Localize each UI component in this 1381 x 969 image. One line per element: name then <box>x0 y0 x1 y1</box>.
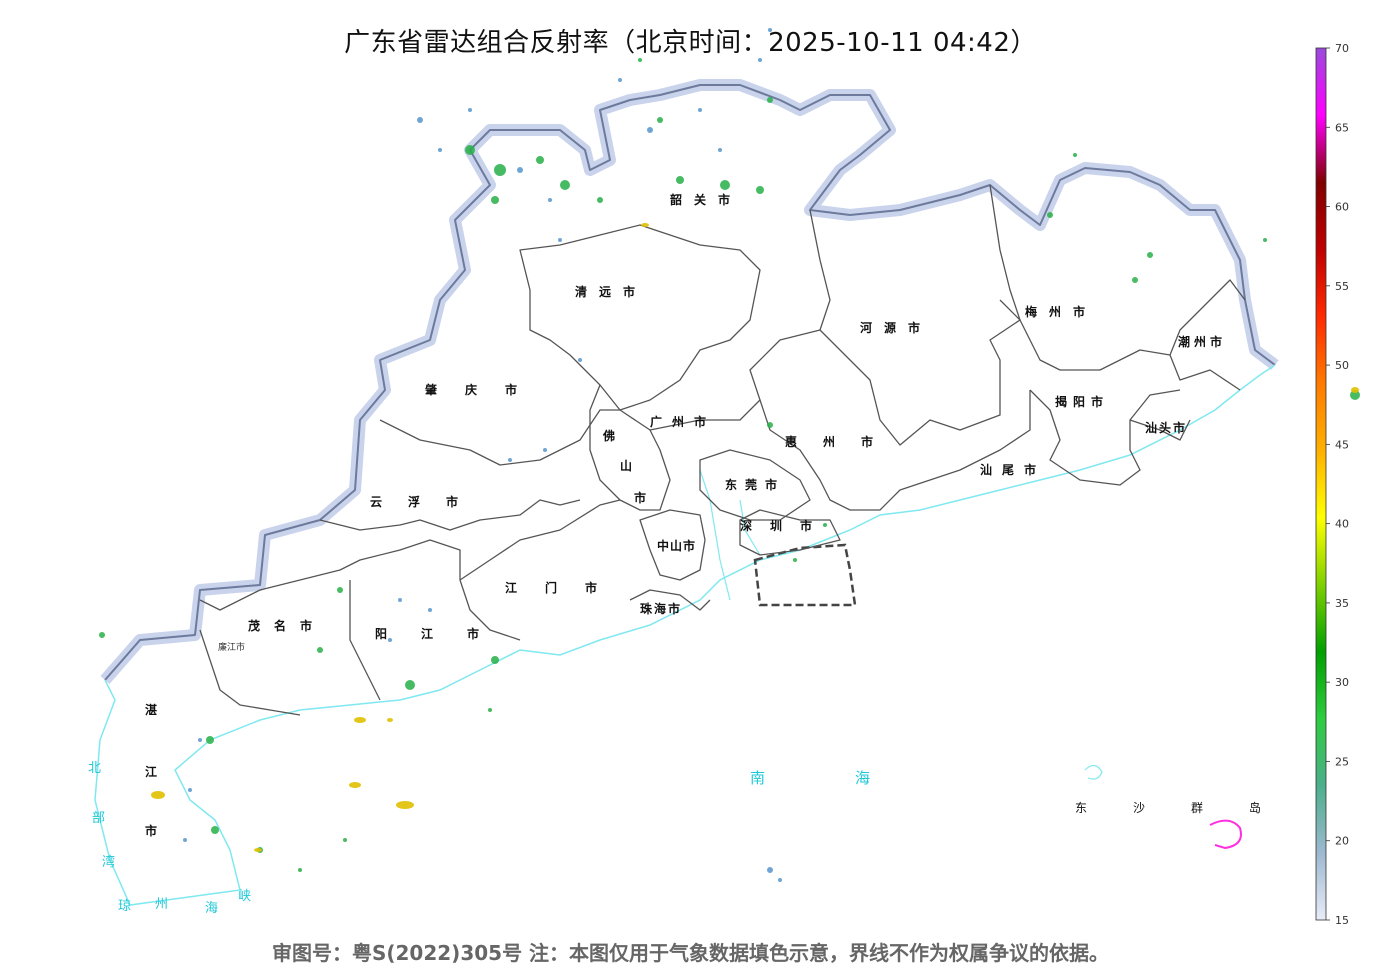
colorbar: 70 65 60 55 50 45 40 35 30 25 20 15 <box>1315 42 1349 927</box>
city-label-chaozhou: 潮州市 <box>1178 334 1226 349</box>
colorbar-tick-label: 35 <box>1335 597 1349 610</box>
city-label-qingyuan: 清远市 <box>575 284 647 299</box>
pearl-river-estuary <box>699 469 761 601</box>
coastline <box>94 364 1276 906</box>
radar-mid-echoes <box>99 58 1360 872</box>
sea-label-qiongzhou-3: 海 <box>205 901 232 916</box>
radar-light-echoes <box>183 28 782 882</box>
map-title: 广东省雷达组合反射率（北京时间：2025-10-11 04:42） <box>344 28 1037 58</box>
city-labels: 韶关市 清远市 河源市 梅州市 潮州市 揭阳市 汕头市 汕尾市 肇庆市 广州市 … <box>145 192 1226 838</box>
colorbar-tick-label: 25 <box>1335 755 1349 768</box>
hong-kong-boundary <box>753 543 857 607</box>
sea-label-beibu-1: 北 <box>88 761 115 776</box>
colorbar-tick-label: 40 <box>1335 518 1349 531</box>
sea-label-qiongzhou-2: 州 <box>155 897 182 912</box>
colorbar-tick-label: 55 <box>1335 280 1349 293</box>
city-label-jiangmen: 江门市 <box>505 580 625 595</box>
colorbar-ticks: 70 65 60 55 50 45 40 35 30 25 20 15 <box>1326 42 1349 927</box>
sea-label-south-china-sea: 南海 <box>750 769 960 787</box>
colorbar-tick-label: 30 <box>1335 676 1349 689</box>
colorbar-tick-label: 60 <box>1335 201 1349 214</box>
radar-strong-echoes <box>151 223 1359 852</box>
dongsha-reef <box>1084 764 1103 780</box>
city-label-zhanjiang-2: 江 <box>145 764 169 779</box>
city-label-shaoguan: 韶关市 <box>670 192 742 207</box>
city-label-zhongshan: 中山市 <box>657 538 696 553</box>
city-label-yangjiang: 阳江市 <box>375 626 513 641</box>
city-label-zhanjiang-1: 湛 <box>145 702 169 717</box>
province-border-glow <box>100 79 1279 684</box>
city-label-zhanjiang-3: 市 <box>145 823 169 838</box>
sea-label-dongsha: 东沙群岛 <box>1075 800 1307 815</box>
colorbar-rect <box>1315 47 1327 921</box>
city-label-zhuhai: 珠海市 <box>640 601 682 616</box>
colorbar-tick-label: 70 <box>1335 42 1349 55</box>
map-footer-note: 审图号：粤S(2022)305号 注：本图仅用于气象数据填色示意，界线不作为权属… <box>271 941 1110 965</box>
sea-label-beibu-2: 部 <box>92 811 119 826</box>
city-label-shanwei: 汕尾市 <box>980 462 1046 477</box>
city-label-foshan-2: 山 <box>620 458 644 473</box>
city-label-foshan-3: 市 <box>634 490 658 505</box>
colorbar-tick-label: 65 <box>1335 121 1349 134</box>
city-label-maoming: 茂名市 <box>248 618 326 633</box>
city-label-shantou: 汕头市 <box>1145 420 1187 435</box>
dongsha-island <box>1209 819 1242 850</box>
city-label-yunfu: 云浮市 <box>370 494 484 509</box>
sea-label-qiongzhou-4: 峡 <box>238 889 265 904</box>
city-borders <box>199 184 1246 716</box>
colorbar-tick-label: 20 <box>1335 835 1349 848</box>
colorbar-tick-label: 45 <box>1335 438 1349 451</box>
city-label-lianjiang: 廉江市 <box>218 641 245 653</box>
sea-label-qiongzhou-1: 琼 <box>118 899 145 914</box>
city-label-guangzhou: 广州市 <box>650 414 716 429</box>
colorbar-tick-label: 15 <box>1335 914 1349 927</box>
city-label-foshan-1: 佛 <box>602 428 627 443</box>
city-label-meizhou: 梅州市 <box>1025 304 1097 319</box>
city-label-huizhou: 惠州市 <box>785 434 899 449</box>
city-label-jieyang: 揭阳市 <box>1055 394 1109 409</box>
city-label-heyuan: 河源市 <box>859 320 932 335</box>
city-label-dongguan: 东莞市 <box>725 477 785 492</box>
city-label-shenzhen: 深圳市 <box>740 518 830 533</box>
sea-label-beibu-3: 湾 <box>102 854 129 870</box>
radar-echoes <box>99 28 1360 882</box>
sea-labels: 南海 东沙群岛 琼 州 海 峡 北 部 湾 <box>88 761 1307 916</box>
province-border <box>104 84 1276 681</box>
city-label-zhaoqing: 肇庆市 <box>425 382 545 397</box>
colorbar-tick-label: 50 <box>1335 359 1349 372</box>
